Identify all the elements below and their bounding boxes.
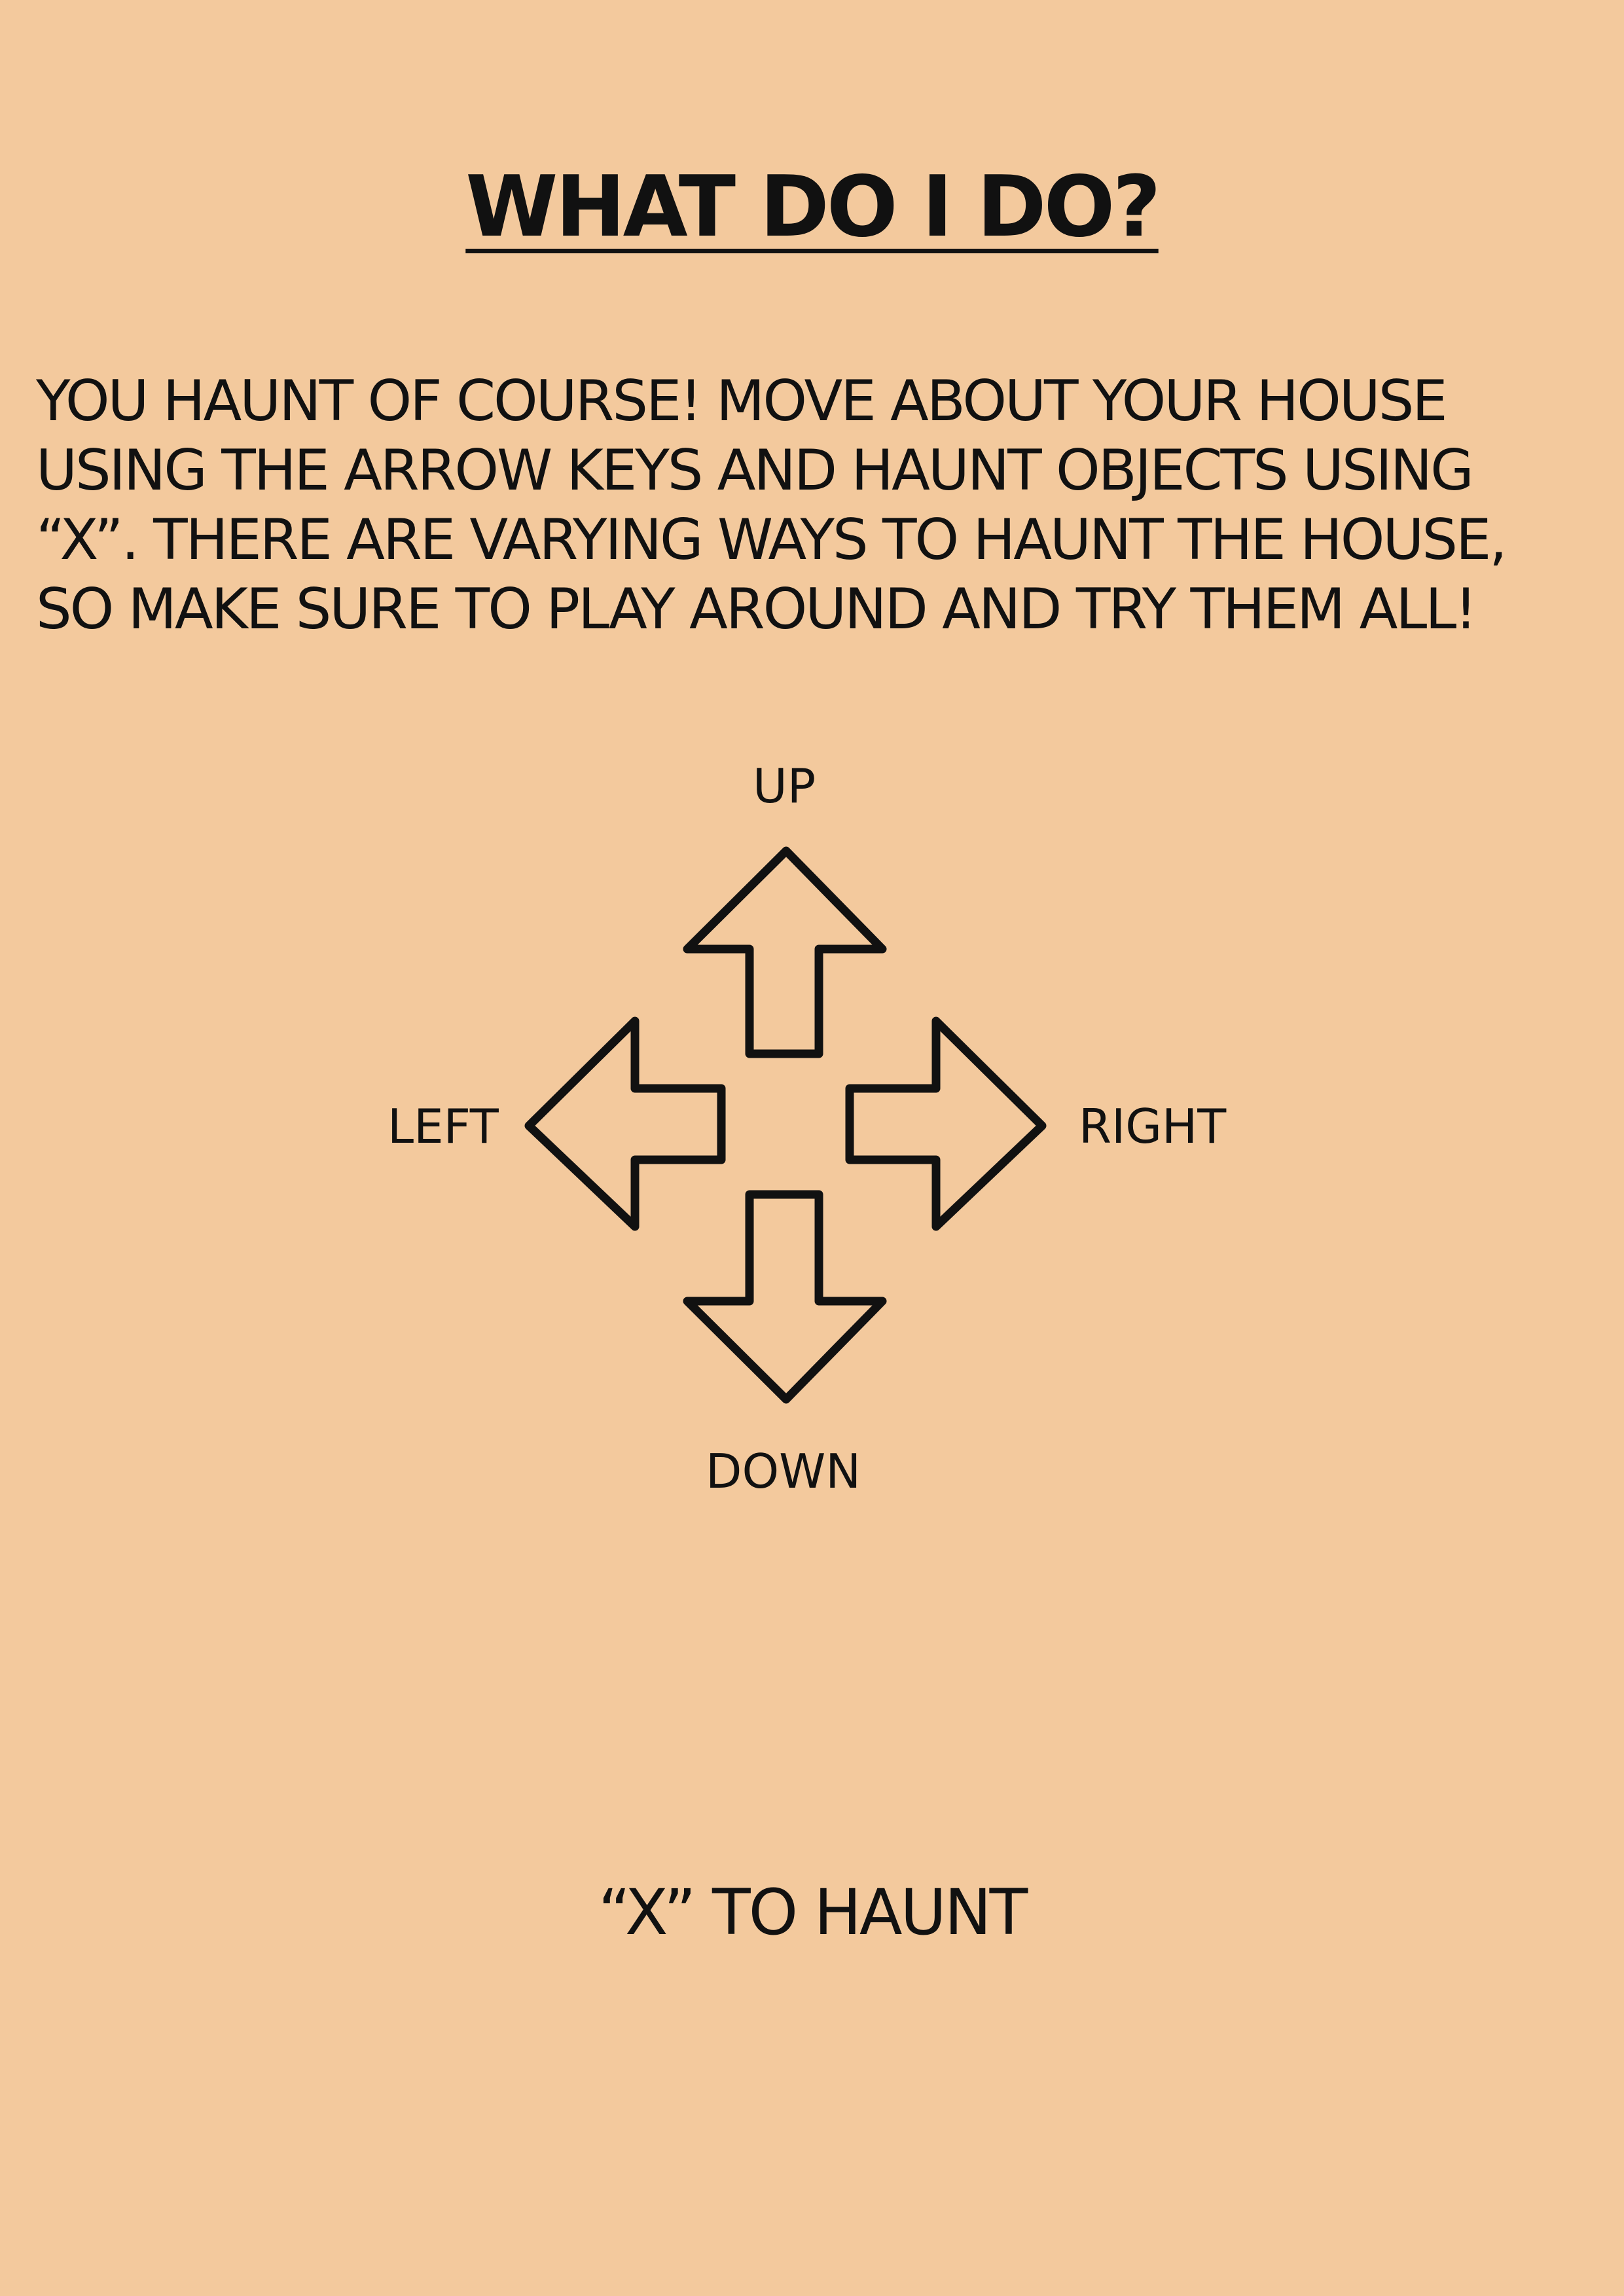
up-label: UP bbox=[753, 759, 816, 814]
arrow-down-icon bbox=[683, 1190, 887, 1404]
instructions-line: YOU HAUNT OF COURSE! MOVE ABOUT YOUR HOU… bbox=[36, 368, 1448, 434]
left-label: LEFT bbox=[388, 1099, 499, 1154]
down-label: DOWN bbox=[706, 1444, 861, 1499]
right-label: RIGHT bbox=[1079, 1099, 1227, 1154]
arrow-up-icon bbox=[683, 846, 887, 1058]
instructions-paragraph: YOU HAUNT OF COURSE! MOVE ABOUT YOUR HOU… bbox=[36, 367, 1607, 644]
instructions-line: “X”. THERE ARE VARYING WAYS TO HAUNT THE… bbox=[36, 507, 1507, 573]
page-title: WHAT DO I DO? bbox=[0, 157, 1624, 258]
page-title-text: WHAT DO I DO? bbox=[465, 158, 1161, 256]
instructions-line: SO MAKE SURE TO PLAY AROUND AND TRY THEM… bbox=[36, 577, 1477, 642]
arrow-right-icon bbox=[845, 1016, 1047, 1231]
arrow-left-icon bbox=[524, 1016, 726, 1231]
haunt-key-hint: “X” TO HAUNT bbox=[598, 1876, 1028, 1949]
instructions-line: USING THE ARROW KEYS AND HAUNT OBJECTS U… bbox=[36, 438, 1474, 503]
